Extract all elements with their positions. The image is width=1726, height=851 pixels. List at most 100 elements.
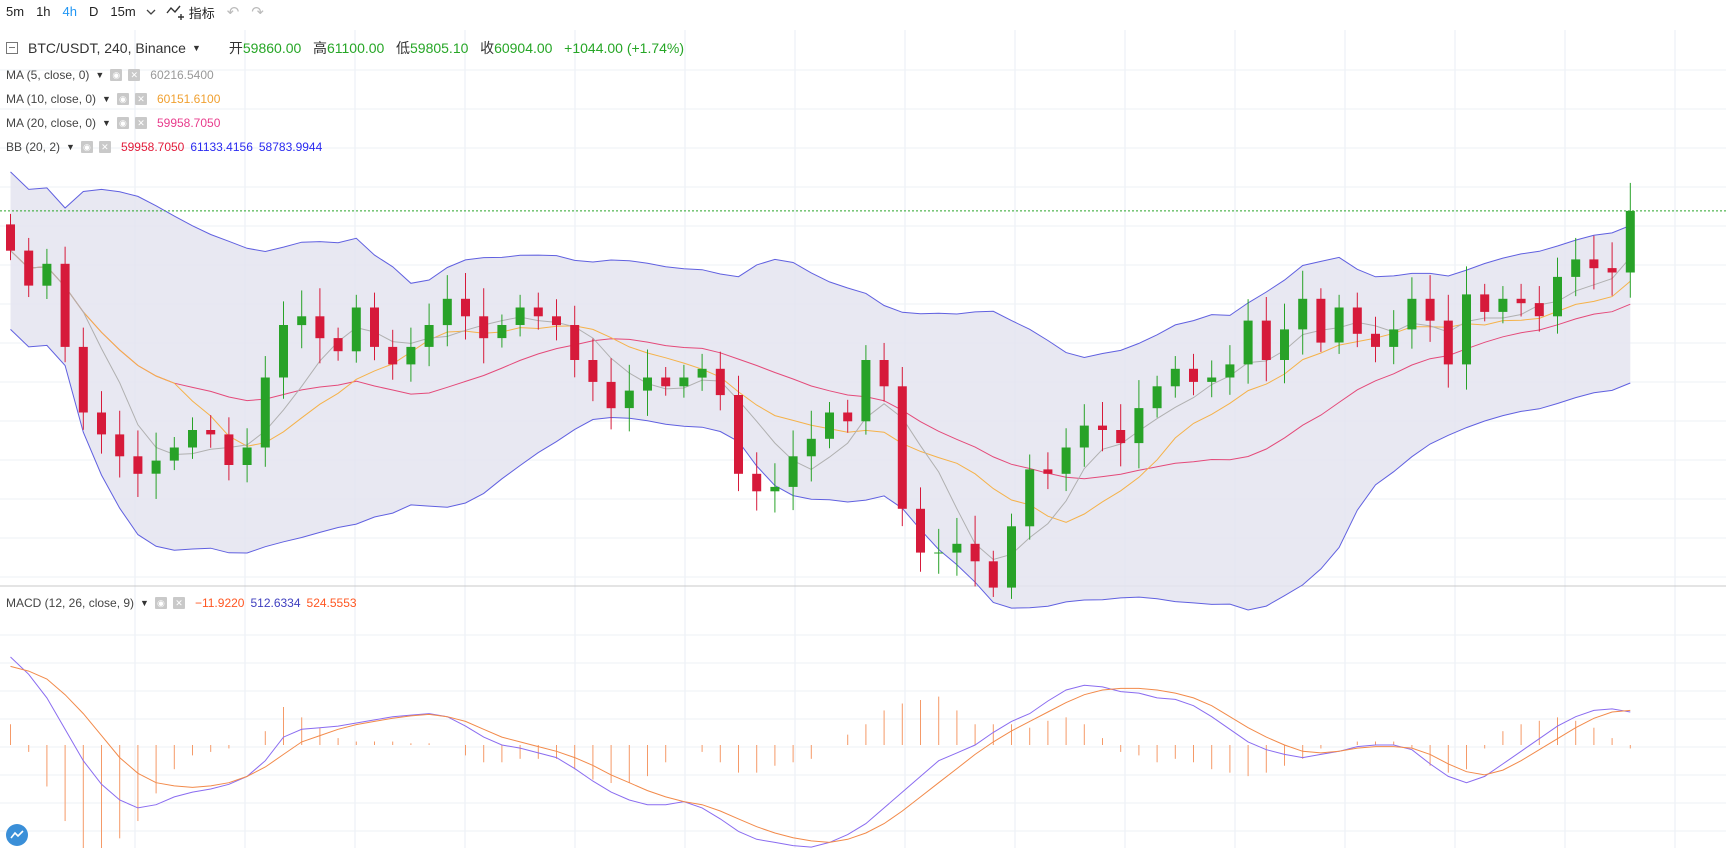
candle-body bbox=[497, 325, 507, 339]
candle-body bbox=[1480, 294, 1490, 312]
candle-body bbox=[1280, 329, 1289, 360]
candle-body bbox=[734, 395, 743, 474]
close-icon[interactable]: ✕ bbox=[134, 117, 147, 129]
candle-body bbox=[1607, 268, 1617, 273]
candle-body bbox=[1498, 298, 1508, 312]
candle-body bbox=[515, 307, 525, 325]
candle-body bbox=[1316, 298, 1326, 343]
close-icon[interactable]: ✕ bbox=[128, 69, 141, 81]
candle-body bbox=[1007, 526, 1016, 588]
candle-body bbox=[715, 368, 725, 396]
candle-body bbox=[934, 552, 944, 554]
candle-body bbox=[206, 430, 216, 435]
candle-body bbox=[624, 390, 634, 409]
timeframe-15m[interactable]: 15m bbox=[110, 4, 136, 19]
ma20-line bbox=[10, 250, 1631, 480]
candle-body bbox=[879, 360, 889, 387]
change-value: +1044.00 (+1.74%) bbox=[564, 40, 685, 56]
candle-body bbox=[42, 263, 52, 286]
candle-body bbox=[1243, 320, 1253, 365]
candle-body bbox=[188, 430, 197, 448]
candle-body bbox=[1189, 368, 1198, 382]
candle-body bbox=[115, 434, 125, 457]
candle-body bbox=[1170, 368, 1180, 387]
ohlc-readout: 开59860.00 高61100.00 低59805.10 收60904.00 … bbox=[228, 40, 685, 56]
candle-body bbox=[388, 346, 398, 365]
candle-body bbox=[1098, 425, 1107, 430]
candle-body bbox=[770, 486, 780, 492]
candle-body bbox=[843, 412, 853, 422]
indicators-button[interactable]: 指标 bbox=[160, 1, 221, 23]
candle-body bbox=[24, 250, 34, 286]
candle-body bbox=[279, 325, 288, 378]
candle-body bbox=[1589, 259, 1599, 269]
eye-icon[interactable]: ◉ bbox=[110, 69, 123, 81]
candle-body bbox=[424, 325, 434, 347]
candle-body bbox=[1371, 333, 1380, 347]
timeframe-dropdown-chevron-icon[interactable] bbox=[142, 1, 160, 23]
candle-body bbox=[97, 412, 106, 435]
candle-body bbox=[1261, 320, 1271, 360]
candle-body bbox=[333, 338, 343, 352]
bollinger-upper-line bbox=[10, 171, 1631, 359]
eye-icon[interactable]: ◉ bbox=[116, 117, 129, 129]
timeframe-5m[interactable]: 5m bbox=[6, 4, 25, 19]
study-legend-bb: BB (20, 2) ▼ ◉ ✕ 59958.7050 61133.4156 587… bbox=[6, 140, 323, 154]
candle-body bbox=[6, 224, 15, 251]
symbol-label[interactable]: BTC/USDT, 240, Binance bbox=[28, 40, 186, 56]
candle-body bbox=[1152, 386, 1162, 409]
candle-body bbox=[406, 346, 416, 365]
candle-body bbox=[1443, 320, 1453, 365]
candle-body bbox=[242, 447, 252, 465]
close-icon[interactable]: ✕ bbox=[134, 93, 147, 105]
redo-icon[interactable]: ↷ bbox=[251, 4, 264, 21]
candle-body bbox=[1043, 469, 1053, 474]
symbol-chevron-icon[interactable]: ▼ bbox=[191, 43, 201, 53]
candle-body bbox=[788, 456, 798, 487]
candle-body bbox=[1207, 377, 1217, 382]
candle-body bbox=[60, 263, 70, 347]
candle-body bbox=[1571, 259, 1581, 277]
candle-body bbox=[643, 377, 652, 391]
study-legend-ma20: MA (20, close, 0) ▼ ◉ ✕ 59958.7050 bbox=[6, 116, 221, 130]
candle-body bbox=[588, 360, 598, 382]
candle-body bbox=[1334, 307, 1344, 343]
candle-body bbox=[461, 298, 470, 317]
candle-body bbox=[479, 316, 489, 339]
candle-body bbox=[1298, 298, 1308, 330]
candle-body bbox=[806, 438, 816, 457]
candle-body bbox=[297, 316, 307, 326]
timeframe-d[interactable]: D bbox=[89, 4, 99, 19]
candle-body bbox=[260, 377, 270, 448]
price-chart[interactable] bbox=[0, 30, 1726, 848]
candle-body bbox=[1425, 298, 1435, 321]
eye-icon[interactable]: ◉ bbox=[116, 93, 129, 105]
macd-signal-line bbox=[10, 665, 1631, 843]
bollinger-band-fill bbox=[10, 171, 1631, 610]
eye-icon[interactable]: ◉ bbox=[154, 597, 167, 609]
bollinger-lower-line bbox=[10, 329, 1631, 611]
timeframe-1h[interactable]: 1h bbox=[36, 4, 51, 19]
toolbar: 5m 1h 4h D 15m 指标 ↶ ↷ bbox=[0, 0, 1726, 24]
undo-icon[interactable]: ↶ bbox=[226, 4, 240, 21]
candle-body bbox=[752, 473, 762, 492]
candle-body bbox=[1462, 294, 1471, 365]
timeframe-4h[interactable]: 4h bbox=[62, 4, 77, 19]
tradingview-logo-icon[interactable] bbox=[6, 824, 28, 846]
close-icon[interactable]: ✕ bbox=[98, 141, 111, 153]
candle-body bbox=[133, 456, 143, 474]
study-legend-ma5: MA (5, close, 0) ▼ ◉ ✕ 60216.5400 bbox=[6, 68, 214, 82]
candle-body bbox=[315, 316, 325, 339]
main-series-legend: BTC/USDT, 240, Binance ▼ 开59860.00 高6110… bbox=[6, 38, 684, 58]
candle-body bbox=[970, 543, 980, 562]
candle-body bbox=[952, 543, 962, 553]
ma10-line bbox=[10, 250, 1631, 523]
candle-body bbox=[169, 447, 179, 461]
candle-body bbox=[442, 298, 452, 326]
close-icon[interactable]: ✕ bbox=[172, 597, 185, 609]
eye-icon[interactable]: ◉ bbox=[80, 141, 93, 153]
candle-body bbox=[897, 386, 907, 509]
candle-body bbox=[1061, 447, 1071, 474]
candle-body bbox=[1025, 469, 1035, 527]
collapse-legend-icon[interactable] bbox=[6, 42, 18, 54]
